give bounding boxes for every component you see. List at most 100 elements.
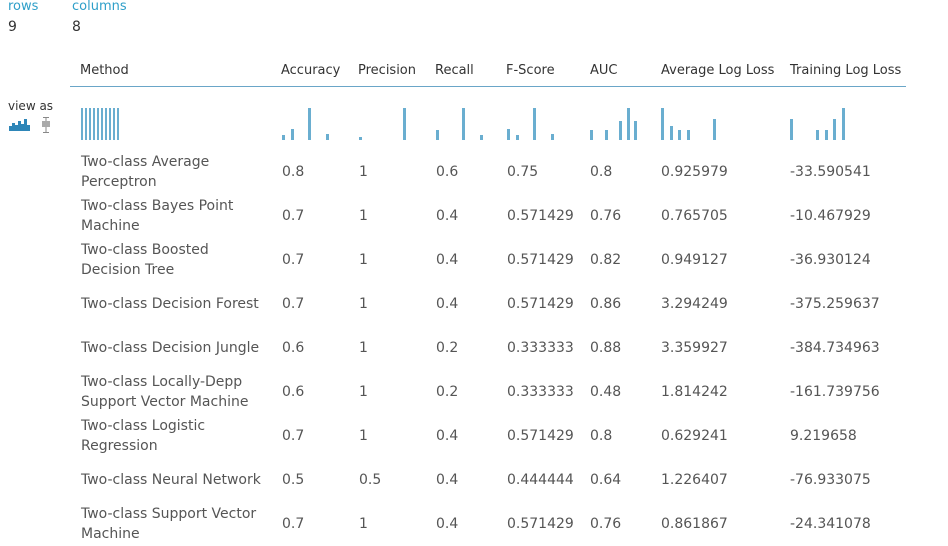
value-cell: 0.8 bbox=[590, 164, 613, 180]
method-cell: Two-class Decision Jungle bbox=[81, 340, 260, 356]
histogram-bar bbox=[109, 108, 111, 140]
histogram-bar bbox=[308, 108, 312, 140]
value-cell: 0.7 bbox=[282, 516, 305, 532]
histogram-5[interactable] bbox=[590, 106, 638, 140]
table-row[interactable]: Two-class Support Vector Machine 0.7 1 0.4 0… bbox=[70, 502, 906, 546]
histogram-bar bbox=[833, 119, 837, 140]
column-header-method[interactable]: Method bbox=[80, 63, 129, 78]
histogram-bar bbox=[515, 135, 519, 140]
column-header-recall[interactable]: Recall bbox=[435, 63, 474, 78]
value-cell: 0.4 bbox=[436, 516, 459, 532]
histogram-bar bbox=[462, 108, 466, 140]
value-cell: 0.571429 bbox=[507, 428, 574, 444]
view-as-label: view as bbox=[8, 99, 54, 113]
value-cell: 0.7 bbox=[282, 208, 305, 224]
table-row[interactable]: Two-class Decision Jungle 0.6 1 0.2 0.333333… bbox=[70, 326, 906, 370]
method-cell: Two-class Logistic Regression bbox=[81, 418, 206, 454]
table-row[interactable]: Two-class Decision Forest 0.7 1 0.4 0.571429… bbox=[70, 282, 906, 326]
value-cell: 0.48 bbox=[590, 384, 622, 400]
histogram-3[interactable] bbox=[436, 106, 484, 140]
value-cell: 0.7 bbox=[282, 296, 305, 312]
value-cell: 0.333333 bbox=[507, 384, 574, 400]
value-cell: 1 bbox=[359, 208, 368, 224]
value-cell: 0.765705 bbox=[661, 208, 728, 224]
rows-value: 9 bbox=[8, 19, 17, 35]
value-cell: 0.64 bbox=[590, 472, 622, 488]
value-cell: 0.949127 bbox=[661, 252, 728, 268]
value-cell: -76.933075 bbox=[790, 472, 871, 488]
value-cell: 0.7 bbox=[282, 428, 305, 444]
value-cell: 0.4 bbox=[436, 428, 459, 444]
table-row[interactable]: Two-class Bayes Point Machine 0.7 1 0.4 0.57… bbox=[70, 194, 906, 238]
rows-stat: rows 9 bbox=[8, 0, 38, 35]
value-cell: 0.2 bbox=[436, 340, 459, 356]
histogram-icon[interactable] bbox=[9, 119, 31, 131]
column-header-accuracy[interactable]: Accuracy bbox=[281, 63, 341, 78]
value-cell: 0.75 bbox=[507, 164, 539, 180]
method-cell: Two-class Decision Forest bbox=[81, 296, 259, 312]
histogram-bar bbox=[824, 130, 828, 140]
view-as-panel: view as bbox=[8, 99, 68, 133]
column-header-auc[interactable]: AUC bbox=[590, 63, 618, 78]
value-cell: 0.5 bbox=[282, 472, 305, 488]
histogram-bar bbox=[89, 108, 91, 140]
value-cell: 0.8 bbox=[590, 428, 613, 444]
histogram-bar bbox=[816, 130, 819, 140]
value-cell: 0.5 bbox=[359, 472, 382, 488]
table-row[interactable]: Two-class Logistic Regression 0.7 1 0.4 0.57… bbox=[70, 414, 906, 458]
histogram-bar bbox=[687, 130, 690, 140]
column-header-average-log-loss[interactable]: Average Log Loss bbox=[661, 63, 775, 78]
column-header-training-log-loss[interactable]: Training Log Loss bbox=[790, 63, 902, 78]
value-cell: -161.739756 bbox=[790, 384, 880, 400]
histogram-bar bbox=[661, 108, 664, 140]
value-cell: 0.4 bbox=[436, 472, 459, 488]
value-cell: 0.82 bbox=[590, 252, 622, 268]
columns-label[interactable]: columns bbox=[72, 0, 127, 14]
histogram-bar bbox=[326, 134, 329, 140]
value-cell: -384.734963 bbox=[790, 340, 880, 356]
histogram-0[interactable] bbox=[81, 106, 121, 140]
histogram-bar bbox=[713, 119, 716, 140]
histogram-bar bbox=[117, 108, 119, 140]
columns-stat: columns 8 bbox=[72, 0, 127, 35]
method-cell: Two-class Support Vector Machine bbox=[81, 506, 257, 542]
method-cell: Two-class Neural Network bbox=[81, 472, 261, 488]
histogram-bar bbox=[290, 129, 294, 140]
method-cell: Two-class Average Perceptron bbox=[81, 154, 210, 190]
value-cell: 1 bbox=[359, 428, 368, 444]
value-cell: 0.571429 bbox=[507, 208, 574, 224]
table-row[interactable]: Two-class Average Perceptron 0.8 1 0.6 0.75 0… bbox=[70, 150, 906, 194]
table-row[interactable]: Two-class Locally-Depp Support Vector Ma… bbox=[70, 370, 906, 414]
boxplot-icon[interactable] bbox=[41, 117, 51, 133]
histogram-bar bbox=[436, 130, 439, 140]
column-header-precision[interactable]: Precision bbox=[358, 63, 417, 78]
value-cell: 0.2 bbox=[436, 384, 459, 400]
histogram-2[interactable] bbox=[359, 106, 407, 140]
histogram-bar bbox=[678, 130, 682, 140]
value-cell: 0.571429 bbox=[507, 516, 574, 532]
table-header: Method Accuracy Precision Recall F-Score… bbox=[70, 58, 906, 87]
histogram-1[interactable] bbox=[282, 106, 330, 140]
value-cell: 0.444444 bbox=[507, 472, 574, 488]
histogram-6[interactable] bbox=[661, 106, 717, 140]
histogram-bar bbox=[85, 108, 87, 140]
value-cell: 0.629241 bbox=[661, 428, 728, 444]
histogram-7[interactable] bbox=[790, 106, 846, 140]
table-row[interactable]: Two-class Boosted Decision Tree 0.7 1 0.4 0.… bbox=[70, 238, 906, 282]
column-header-f-score[interactable]: F-Score bbox=[506, 63, 555, 78]
rows-label[interactable]: rows bbox=[8, 0, 39, 14]
histogram-bar bbox=[480, 135, 483, 140]
value-cell: 1 bbox=[359, 516, 368, 532]
histogram-bar bbox=[604, 130, 608, 140]
value-cell: -36.930124 bbox=[790, 252, 871, 268]
histogram-bar bbox=[403, 108, 406, 140]
value-cell: 0.4 bbox=[436, 252, 459, 268]
value-cell: 0.861867 bbox=[661, 516, 728, 532]
value-cell: 9.219658 bbox=[790, 428, 857, 444]
histogram-bar bbox=[551, 134, 554, 140]
value-cell: -24.341078 bbox=[790, 516, 871, 532]
histogram-4[interactable] bbox=[507, 106, 555, 140]
method-cell: Two-class Boosted Decision Tree bbox=[81, 242, 209, 278]
value-cell: 0.6 bbox=[282, 384, 305, 400]
table-row[interactable]: Two-class Neural Network 0.5 0.5 0.4 0.44444… bbox=[70, 458, 906, 502]
